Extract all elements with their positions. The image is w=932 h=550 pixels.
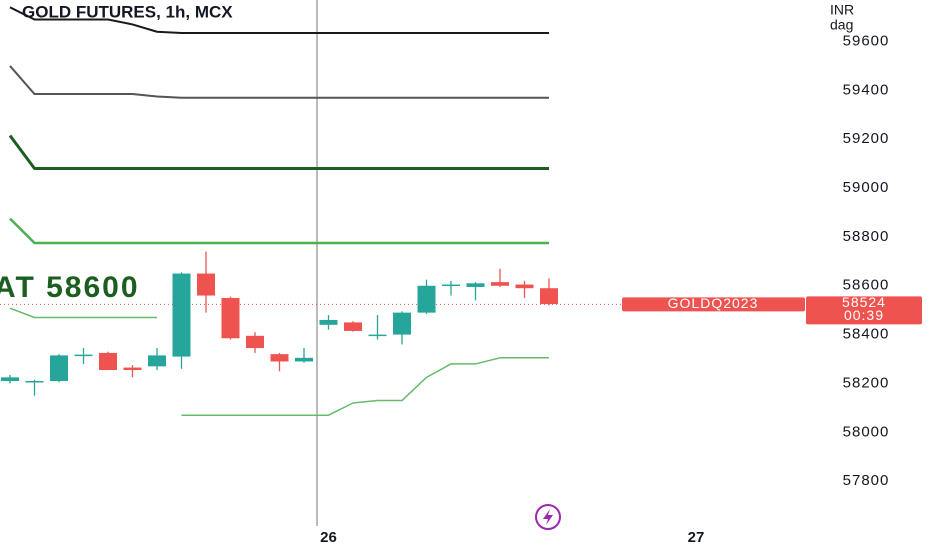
candle-body	[417, 285, 436, 313]
icon-bolt	[543, 509, 553, 525]
replay-icon[interactable]	[535, 504, 561, 530]
candle-body	[368, 334, 387, 337]
y-tick-label: 58200	[843, 374, 890, 391]
candle-body	[295, 357, 313, 362]
candle-body	[393, 312, 411, 335]
candle-body	[123, 367, 142, 371]
countdown: 00:39	[844, 307, 884, 323]
candle-body	[148, 355, 166, 367]
candle-body	[99, 352, 117, 371]
symbol-label: GOLDQ2023	[668, 295, 759, 311]
indicator-line	[9, 65, 549, 99]
currency: INR	[830, 2, 854, 18]
x-tick-label: 26	[320, 529, 337, 546]
y-tick-label: 57800	[843, 472, 890, 489]
candle-body	[270, 354, 289, 362]
candle-body	[221, 297, 240, 339]
candle-body	[74, 354, 93, 357]
y-tick-label: 58000	[843, 423, 890, 440]
unit: dag	[830, 17, 853, 33]
indicator-line	[8, 134, 549, 171]
plot-area: AT 58600	[0, 6, 806, 416]
candle-body	[1, 377, 19, 382]
last-price-label: 58524	[842, 294, 886, 310]
candle-body	[319, 319, 338, 325]
chart-title: GOLD FUTURES, 1h, MCX	[22, 2, 233, 21]
y-tick-label: 58600	[843, 277, 890, 294]
candle-body	[246, 335, 264, 349]
y-tick-label: 58800	[843, 228, 890, 245]
y-tick-label: 58400	[843, 326, 890, 343]
indicator-line	[9, 307, 157, 319]
candle-body	[515, 284, 534, 289]
candle-body	[197, 273, 215, 296]
annotation: AT 58600	[0, 271, 140, 304]
symbol-box	[622, 297, 805, 312]
price-box	[806, 296, 922, 325]
candle-body	[466, 283, 485, 287]
candle-body	[172, 273, 191, 357]
icon-ring	[535, 504, 561, 530]
candle-body	[50, 355, 68, 382]
x-tick-label: 27	[688, 529, 705, 546]
candle-body	[540, 288, 558, 305]
y-tick-label: 59000	[843, 179, 890, 196]
y-tick-label: 59400	[843, 81, 890, 98]
y-tick-label: 59200	[843, 130, 890, 147]
indicator-line	[181, 357, 549, 416]
y-tick-label: 59600	[843, 32, 890, 49]
indicator-line	[9, 217, 549, 245]
candle-body	[442, 284, 460, 287]
candle-body	[344, 322, 362, 331]
candle-body	[25, 381, 44, 383]
indicator-line	[9, 6, 549, 34]
candle-body	[491, 282, 509, 286]
